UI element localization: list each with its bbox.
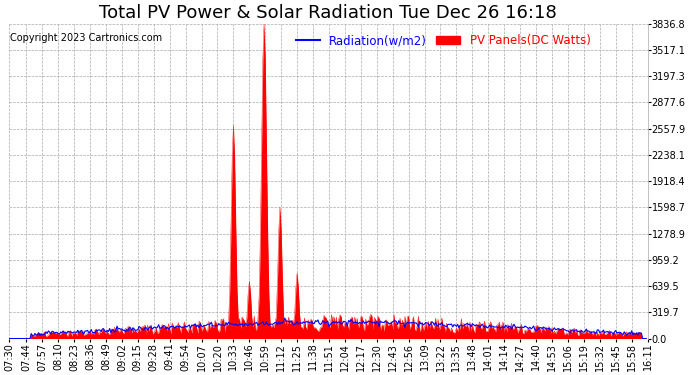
Title: Total PV Power & Solar Radiation Tue Dec 26 16:18: Total PV Power & Solar Radiation Tue Dec… (99, 4, 558, 22)
Text: Copyright 2023 Cartronics.com: Copyright 2023 Cartronics.com (10, 33, 163, 43)
Legend: Radiation(w/m2), PV Panels(DC Watts): Radiation(w/m2), PV Panels(DC Watts) (291, 30, 595, 52)
